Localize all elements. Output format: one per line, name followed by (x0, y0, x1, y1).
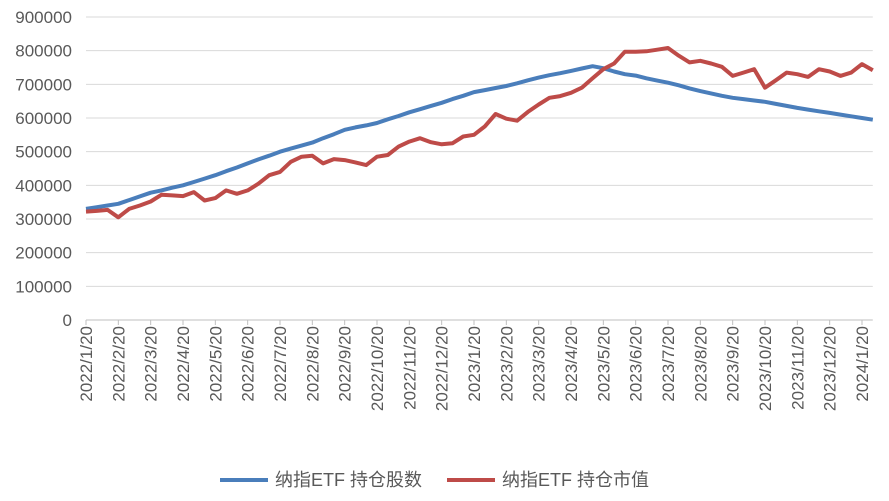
x-tick-label: 2023/8/20 (691, 326, 710, 402)
y-tick-label: 600000 (15, 109, 72, 128)
x-tick-label: 2022/6/20 (239, 326, 258, 402)
x-tick-label: 2023/11/20 (788, 326, 807, 410)
x-tick-label: 2023/2/20 (497, 326, 516, 402)
x-tick-label: 2023/12/20 (821, 326, 840, 411)
y-tick-label: 700000 (15, 75, 72, 94)
legend-label: 纳指ETF 持仓市值 (502, 470, 649, 490)
x-tick-label: 2023/9/20 (724, 326, 743, 402)
y-tick-label: 900000 (15, 8, 72, 27)
x-tick-label: 2022/2/20 (109, 326, 128, 402)
x-tick-label: 2023/6/20 (627, 326, 646, 402)
legend-label: 纳指ETF 持仓股数 (275, 470, 422, 490)
x-tick-label: 2022/9/20 (336, 326, 355, 402)
x-tick-label: 2023/1/20 (465, 326, 484, 402)
series-line (85, 64, 874, 211)
legend: 纳指ETF 持仓股数 纳指ETF 持仓市值 (220, 470, 649, 490)
y-tick-label: 400000 (15, 176, 72, 195)
x-tick-label: 2022/12/20 (433, 326, 452, 411)
x-tick-label: 2023/5/20 (594, 326, 613, 402)
series-line (85, 46, 874, 220)
x-tick-label: 2022/7/20 (271, 326, 290, 402)
y-tick-label: 0 (63, 311, 72, 330)
y-tick-label: 300000 (15, 210, 72, 229)
x-tick-label: 2024/1/20 (853, 326, 872, 402)
y-tick-label: 200000 (15, 244, 72, 263)
x-tick-label: 2023/7/20 (659, 326, 678, 402)
x-tick-label: 2022/4/20 (174, 326, 193, 402)
x-tick-label: 2022/3/20 (142, 326, 161, 402)
x-tick-label: 2022/1/20 (77, 326, 96, 402)
x-tick-label: 2023/10/20 (756, 326, 775, 411)
y-tick-label: 500000 (15, 143, 72, 162)
y-tick-label: 800000 (15, 42, 72, 61)
x-tick-label: 2022/10/20 (368, 326, 387, 411)
x-tick-label: 2023/4/20 (562, 326, 581, 402)
x-tick-label: 2022/8/20 (303, 326, 322, 402)
x-tick-label: 2022/5/20 (206, 326, 225, 402)
x-tick-label: 2022/11/20 (400, 326, 419, 410)
y-tick-label: 100000 (15, 277, 72, 296)
x-tick-label: 2023/3/20 (530, 326, 549, 402)
